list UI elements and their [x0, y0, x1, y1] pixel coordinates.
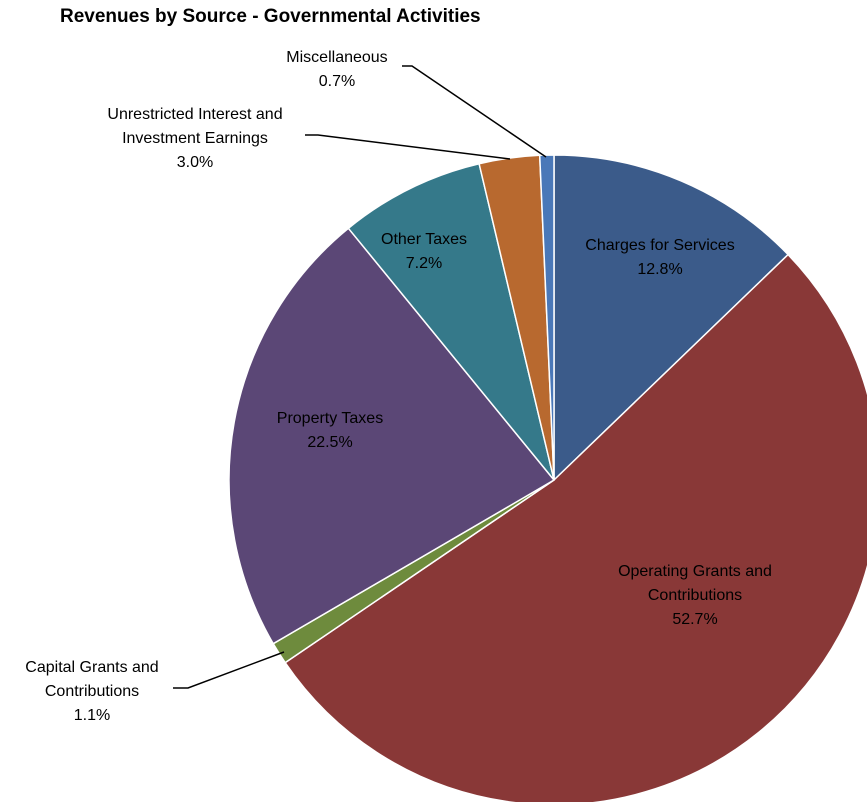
data-label-name-interest-earnings: Unrestricted Interest and — [107, 106, 282, 123]
pie-slice-miscellaneous — [538, 154, 555, 481]
data-label-value-other-taxes: 7.2% — [406, 255, 442, 272]
data-label-value-interest-earnings: 3.0% — [177, 154, 213, 171]
chart-title: Revenues by Source - Governmental Activi… — [60, 6, 481, 27]
pie-slice-charges-for-services — [553, 154, 790, 482]
data-label-name-operating-grants: Operating Grants and — [618, 563, 772, 580]
data-label-value-charges-for-services: 12.8% — [637, 261, 682, 278]
data-label-value-miscellaneous: 0.7% — [319, 73, 355, 90]
data-label-name-capital-grants: Capital Grants and — [25, 659, 158, 676]
data-label-value-capital-grants: 1.1% — [74, 707, 110, 724]
data-label-name-capital-grants: Contributions — [45, 683, 139, 700]
pie-slice-other-taxes — [347, 162, 555, 481]
data-label-name-property-taxes: Property Taxes — [277, 410, 383, 427]
data-label-value-property-taxes: 22.5% — [307, 434, 352, 451]
leader-line-interest-earnings — [305, 134, 511, 160]
data-label-name-interest-earnings: Investment Earnings — [122, 130, 268, 147]
data-label-name-charges-for-services: Charges for Services — [585, 237, 734, 254]
leader-line-miscellaneous — [402, 65, 547, 158]
pie-slice-property-taxes — [228, 227, 556, 645]
data-label-name-other-taxes: Other Taxes — [381, 231, 467, 248]
data-label-name-miscellaneous: Miscellaneous — [286, 49, 387, 66]
leader-line-capital-grants — [173, 651, 285, 689]
data-label-value-operating-grants: 52.7% — [672, 611, 717, 628]
data-label-name-operating-grants: Contributions — [648, 587, 742, 604]
